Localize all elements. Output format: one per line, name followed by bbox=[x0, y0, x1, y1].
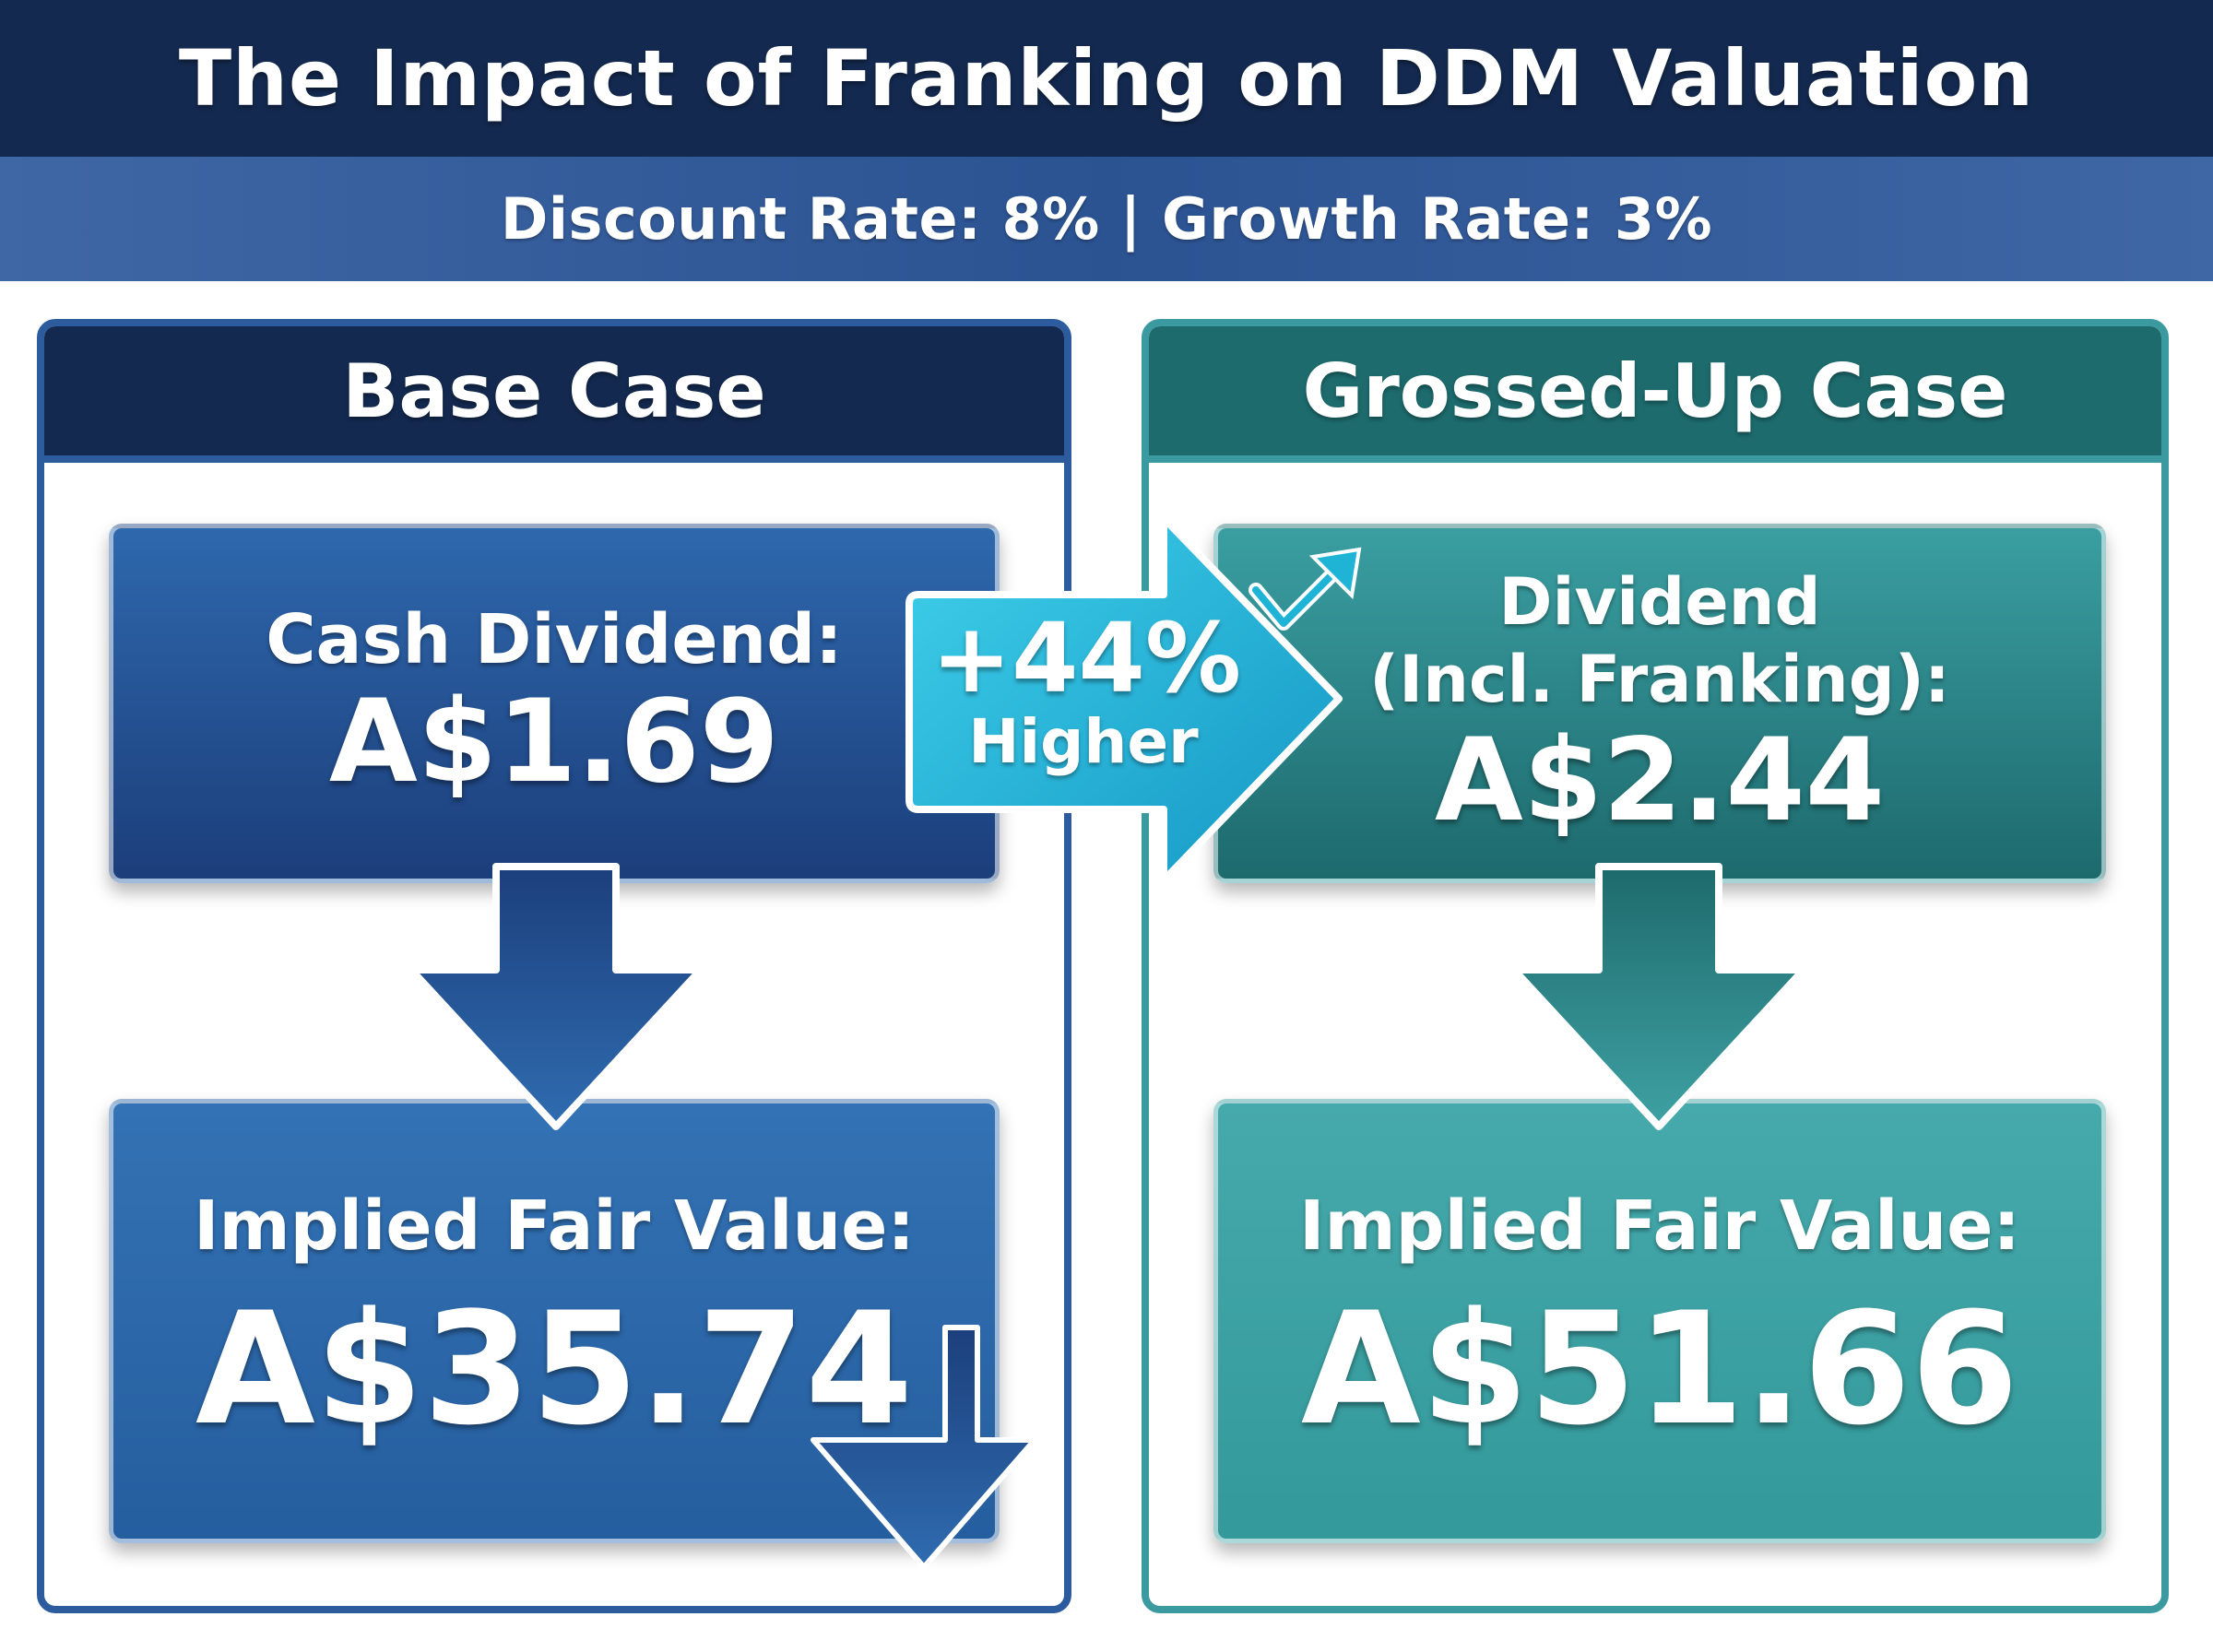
subtitle-bar: Discount Rate: 8% | Growth Rate: 3% bbox=[0, 157, 2213, 281]
grossed-fair-value-label: Implied Fair Value: bbox=[1298, 1186, 2021, 1267]
base-fair-value-label: Implied Fair Value: bbox=[193, 1186, 916, 1267]
grossed-fair-value-box: Implied Fair Value: A$51.66 bbox=[1213, 1099, 2106, 1543]
grossed-fair-value: A$51.66 bbox=[1300, 1279, 2019, 1460]
base-fair-value: A$35.74 bbox=[195, 1279, 914, 1460]
grossed-up-case-header: Grossed-Up Case bbox=[1149, 326, 2161, 463]
grossed-dividend-label-line1: Dividend bbox=[1498, 563, 1821, 640]
cash-dividend-value: A$1.69 bbox=[328, 676, 780, 809]
grossed-dividend-box: Dividend (Incl. Franking): A$2.44 bbox=[1213, 524, 2106, 883]
base-fair-value-box: Implied Fair Value: A$35.74 bbox=[109, 1099, 1000, 1543]
base-case-header: Base Case bbox=[44, 326, 1064, 463]
grossed-dividend-label-line2: (Incl. Franking): bbox=[1369, 641, 1950, 717]
page-title: The Impact of Franking on DDM Valuation bbox=[178, 33, 2035, 124]
cash-dividend-label: Cash Dividend: bbox=[266, 600, 843, 680]
rates-subtitle: Discount Rate: 8% | Growth Rate: 3% bbox=[500, 185, 1713, 253]
cash-dividend-box: Cash Dividend: A$1.69 bbox=[109, 524, 1000, 883]
grossed-dividend-value: A$2.44 bbox=[1434, 714, 1886, 847]
title-bar: The Impact of Franking on DDM Valuation bbox=[0, 0, 2213, 157]
